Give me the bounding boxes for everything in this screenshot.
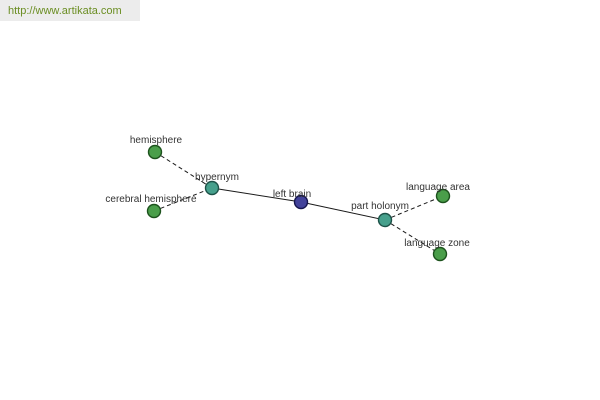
graph-node-label-language-area: language area <box>406 182 470 193</box>
graph-node-hypernym[interactable] <box>204 180 220 196</box>
graph-node-cerebral-hemisphere[interactable] <box>146 203 162 219</box>
graph-edge-hemisphere-hypernym <box>154 151 213 189</box>
graph-node-part-holonym[interactable] <box>377 212 393 228</box>
graph-node-label-cerebral-hemisphere: cerebral hemisphere <box>105 194 197 205</box>
graph-node-label-hypernym: hypernym <box>195 172 239 183</box>
graph-node-label-part-holonym: part holonym <box>351 201 409 212</box>
graph-node-left-brain[interactable] <box>293 194 309 210</box>
graph-node-hemisphere[interactable] <box>147 144 163 160</box>
graph-edge-left-brain-part-holonym <box>300 201 386 221</box>
graph-node-label-language-zone: language zone <box>404 238 470 249</box>
graph-node-language-area[interactable] <box>435 188 451 204</box>
address-text: http://www.artikata.com <box>8 4 122 17</box>
graph-node-label-left-brain: left brain <box>273 189 311 200</box>
graph-node-label-hemisphere: hemisphere <box>130 135 183 146</box>
graph-edge-part-holonym-language-zone <box>384 219 441 255</box>
graph-node-language-zone[interactable] <box>432 246 448 262</box>
graph-edge-cerebral-hemisphere-hypernym <box>153 187 213 212</box>
address-bar[interactable]: http://www.artikata.com <box>0 0 140 21</box>
graph-edge-hypernym-left-brain <box>211 187 302 203</box>
graph-edge-part-holonym-language-area <box>384 195 444 221</box>
